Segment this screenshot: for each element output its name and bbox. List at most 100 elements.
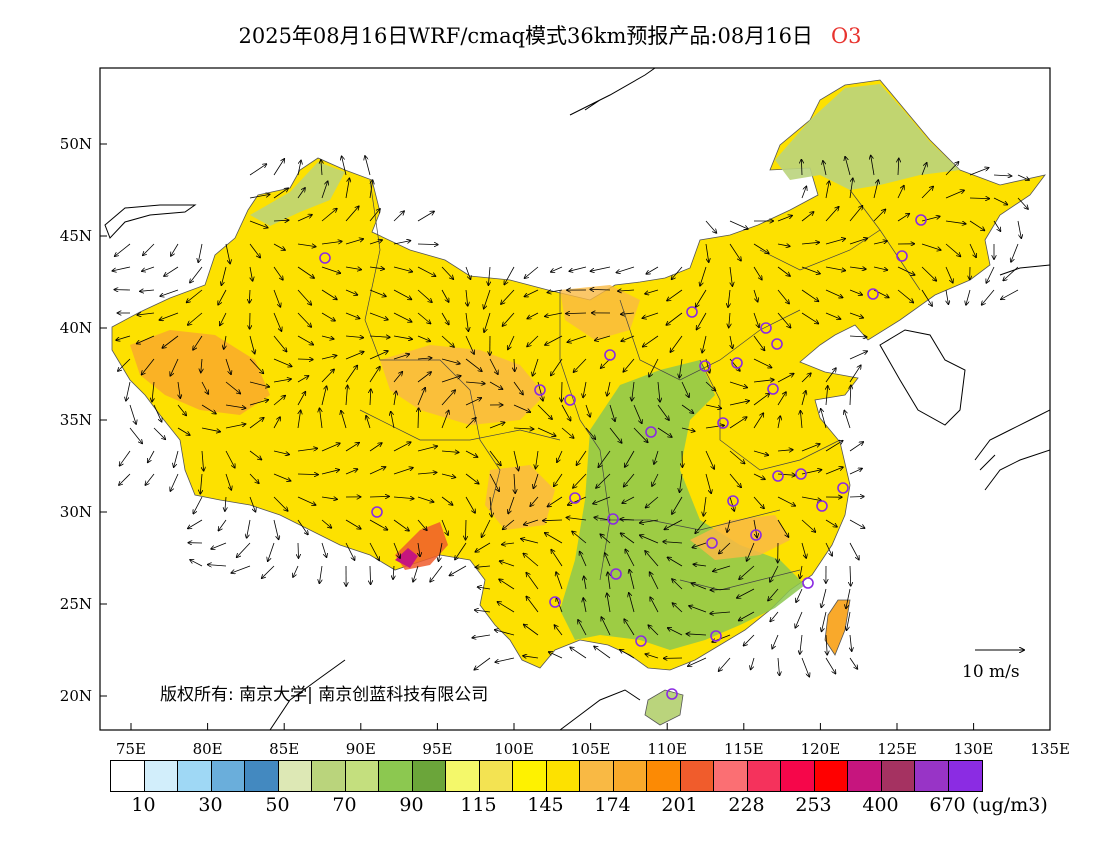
wind-vector — [321, 289, 337, 300]
wind-vector — [609, 427, 622, 443]
wind-vector — [441, 451, 459, 452]
wind-vector — [768, 588, 779, 601]
sakhalin-coast — [569, 68, 656, 116]
wind-vector — [576, 450, 587, 465]
wind-vector — [693, 564, 707, 566]
wind-vector — [801, 657, 809, 677]
wind-vector — [171, 243, 179, 256]
wind-vector — [393, 565, 394, 579]
wind-vector — [393, 442, 411, 452]
wind-vector — [801, 212, 814, 222]
wind-vector — [321, 519, 331, 528]
lat-tick-label: 20N — [60, 687, 92, 705]
wind-vector — [198, 243, 203, 262]
wind-vector — [393, 519, 409, 531]
wind-vector — [1011, 243, 1019, 262]
wind-vector — [475, 542, 491, 552]
wind-vector — [118, 358, 131, 371]
wind-vector — [208, 565, 227, 566]
wind-vector — [753, 243, 769, 253]
wind-vector — [625, 549, 635, 567]
wind-vector — [691, 583, 707, 590]
wind-vector — [801, 160, 802, 176]
wind-vector — [499, 579, 515, 590]
wind-vector — [503, 312, 515, 326]
wind-vector — [321, 335, 334, 339]
wind-vector — [297, 266, 314, 278]
city-site-marker — [717, 417, 729, 429]
wind-vector — [873, 209, 885, 222]
wind-vector — [897, 266, 915, 275]
wind-vector — [737, 588, 755, 598]
colorbar — [110, 760, 983, 792]
wind-vector — [825, 181, 829, 199]
wind-vector — [369, 336, 390, 337]
wind-vector — [645, 289, 659, 294]
lon-tick-label: 85E — [269, 740, 299, 758]
colorbar-swatch — [412, 761, 446, 791]
wind-vector — [821, 409, 827, 429]
wind-vector — [946, 289, 948, 304]
wind-vector — [849, 312, 863, 318]
wind-vector — [530, 496, 539, 506]
wind-vector — [521, 539, 539, 544]
wind-vector — [849, 519, 865, 528]
lon-tick-label: 130E — [954, 740, 994, 758]
city-site-marker — [710, 630, 722, 642]
wind-vector — [825, 441, 843, 452]
wind-vector — [441, 358, 460, 364]
wind-vector — [1017, 174, 1029, 180]
wind-vector — [321, 443, 340, 452]
wind-vector — [514, 473, 515, 493]
wind-vector — [200, 473, 202, 494]
longitude-axis: 75E 80E 85E 90E 95E 100E 105E 110E 115E 120E 125E 1… — [116, 723, 1070, 758]
wind-vector — [554, 625, 563, 636]
wind-vector — [249, 496, 256, 512]
wind-vector — [695, 519, 707, 533]
wind-vector — [562, 381, 563, 402]
colorbar-swatch — [580, 761, 614, 791]
wind-vector — [753, 496, 764, 508]
wind-vector — [605, 553, 611, 567]
wind-vector — [601, 617, 611, 636]
wind-vector — [549, 652, 563, 659]
wind-vector — [162, 335, 179, 348]
wind-vector — [526, 597, 539, 613]
wind-vector — [202, 450, 204, 471]
wind-vector — [129, 427, 142, 443]
wind-vector — [825, 312, 841, 319]
wind-vector — [849, 289, 862, 295]
wind-vector — [320, 408, 323, 429]
colorbar-swatch — [814, 761, 848, 791]
wind-vector — [670, 335, 683, 352]
wind-vector — [777, 312, 791, 328]
lon-tick-label: 110E — [647, 740, 687, 758]
wind-vector — [825, 519, 837, 527]
wind-vector — [465, 266, 471, 279]
lon-tick-label: 135E — [1030, 740, 1070, 758]
lat-tick-label: 45N — [60, 227, 92, 245]
wind-vector — [845, 157, 851, 176]
wind-vector — [616, 266, 635, 273]
wind-vector — [297, 188, 305, 199]
wind-vector — [753, 289, 758, 302]
wind-vector — [620, 519, 635, 520]
wind-vector — [273, 312, 282, 331]
wind-vector — [600, 534, 611, 544]
wind-vector — [262, 565, 275, 578]
wind-vector — [897, 186, 904, 199]
wind-vector — [825, 239, 845, 245]
high-o3-qinghai — [380, 345, 545, 425]
wind-vector — [417, 519, 427, 530]
wind-vector — [273, 358, 292, 367]
wind-vector — [273, 220, 289, 221]
wind-vector — [777, 266, 790, 276]
wind-vector — [170, 473, 179, 491]
wind-vector — [369, 367, 380, 383]
wind-vector — [801, 391, 806, 406]
wind-vector — [1003, 266, 1019, 281]
wind-vector — [573, 473, 587, 488]
wind-vector — [689, 606, 707, 613]
wind-vector — [249, 164, 266, 176]
wind-vector — [850, 385, 851, 406]
